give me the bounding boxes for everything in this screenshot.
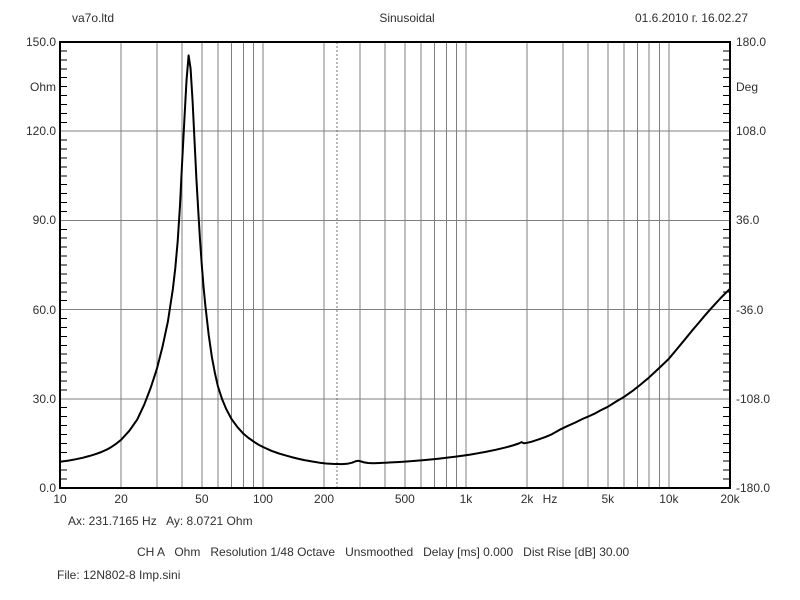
y-left-tick-label: 30.0: [32, 391, 56, 406]
header-datetime: 01.6.2010 г. 16.02.27: [634, 11, 748, 25]
measurement-settings-line: CH A Ohm Resolution 1/48 Octave Unsmooth…: [137, 545, 630, 559]
x-tick-label: 20k: [720, 492, 740, 506]
x-tick-label: 200: [314, 492, 335, 506]
y-right-tick-label: 180.0: [736, 35, 767, 49]
file-name-line: File: 12N802-8 Imp.sini: [57, 568, 181, 582]
impedance-curve: [59, 54, 731, 466]
y-left-tick-label: 0.0: [39, 481, 56, 495]
plot-frame: [59, 41, 731, 489]
y-right-tick-label: -36.0: [736, 302, 764, 317]
x-tick-label: 500: [394, 492, 415, 506]
left-axis-unit-label: Ohm: [29, 80, 56, 94]
x-tick-label: 20: [114, 492, 128, 506]
right-axis-unit-label: Deg: [736, 80, 759, 94]
x-tick-label: 10: [53, 492, 67, 506]
y-right-tick-label: 36.0: [736, 213, 760, 228]
y-left-tick-label: 150.0: [25, 35, 56, 49]
y-left-tick-label: 120.0: [25, 124, 56, 139]
x-tick-label: 100: [252, 492, 273, 506]
y-left-tick-label: 60.0: [32, 302, 56, 317]
cursor-readout: Ax: 231.7165 Hz Ay: 8.0721 Ohm: [68, 514, 253, 528]
x-tick-label: 2k: [520, 492, 534, 506]
x-tick-label: 1k: [459, 492, 473, 506]
gridlines: [60, 42, 730, 488]
header-left-title: va7o.ltd: [72, 11, 115, 25]
y-right-tick-label: -108.0: [736, 391, 771, 406]
x-tick-label: 5k: [601, 492, 615, 506]
y-right-tick-label: -180.0: [736, 481, 771, 495]
x-axis-unit-label: Hz: [542, 492, 558, 506]
y-right-tick-label: 108.0: [736, 124, 767, 139]
header-measurement-mode: Sinusoidal: [379, 11, 435, 25]
y-left-tick-label: 90.0: [32, 213, 56, 228]
x-tick-label: 10k: [659, 492, 679, 506]
x-tick-label: 50: [195, 492, 209, 506]
y-minor-ticks: [61, 50, 729, 480]
